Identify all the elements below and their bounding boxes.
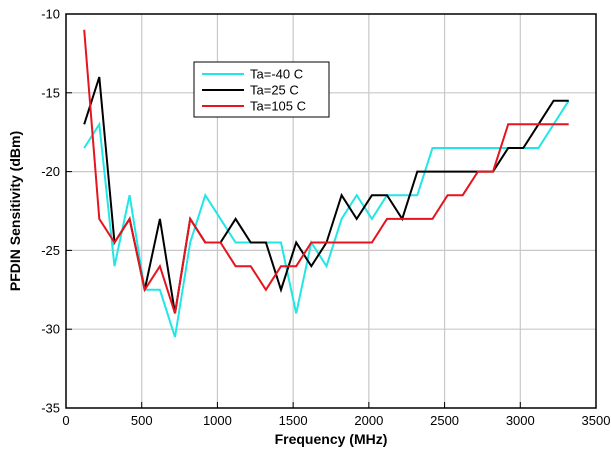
chart-legend: Ta=-40 CTa=25 CTa=105 C (193, 61, 330, 118)
chart-grid (66, 14, 596, 408)
legend-label: Ta=105 C (250, 99, 306, 114)
y-axis-ticks: -35 -30 -25 -20 -15 -10 (41, 7, 72, 416)
series-line-1 (83, 100, 570, 338)
x-tick-label: 2000 (354, 413, 383, 428)
y-axis-label: PFDIN Sensitivity (dBm) (7, 131, 23, 291)
y-tick-label: -25 (41, 243, 60, 258)
y-tick-label: -10 (41, 7, 60, 22)
x-tick-label: 3500 (582, 413, 611, 428)
plot-area-frame (65, 13, 597, 409)
y-tick-label: -15 (41, 85, 60, 100)
x-axis-ticks: 0 500 1000 1500 2000 2500 3000 3500 (62, 402, 610, 428)
x-tick-label: 1000 (203, 413, 232, 428)
x-tick-label: 0 (62, 413, 69, 428)
legend-label: Ta=25 C (250, 83, 299, 98)
x-axis-label: Frequency (MHz) (275, 431, 388, 447)
x-tick-label: 1500 (279, 413, 308, 428)
y-tick-label: -20 (41, 164, 60, 179)
series-line-3 (83, 29, 569, 314)
chart-series-group (83, 29, 570, 338)
legend-label: Ta=-40 C (250, 67, 303, 82)
y-tick-label: -35 (41, 401, 60, 416)
x-tick-label: 3000 (506, 413, 535, 428)
x-tick-label: 500 (131, 413, 153, 428)
x-tick-label: 2500 (430, 413, 459, 428)
y-tick-label: -30 (41, 322, 60, 337)
